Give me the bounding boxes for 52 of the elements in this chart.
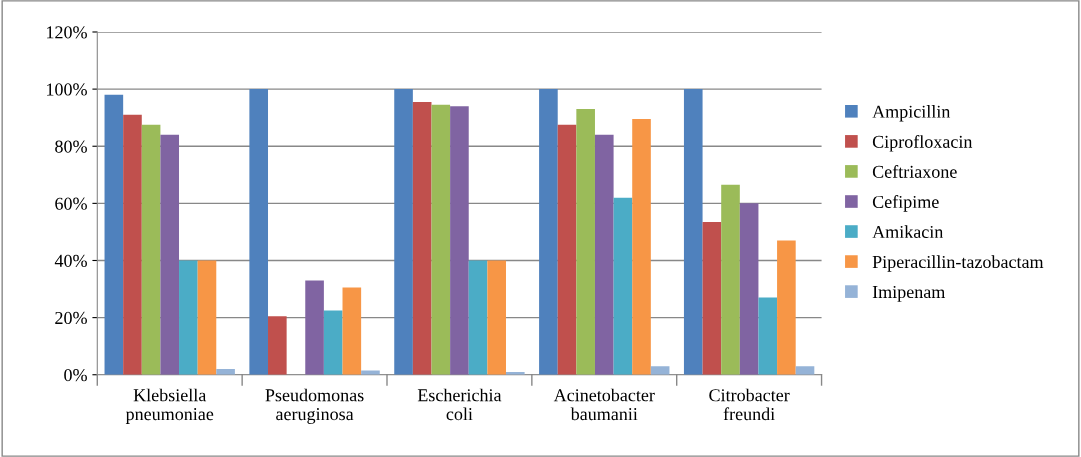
y-tick-label: 100%	[47, 83, 87, 96]
bar	[613, 197, 633, 375]
bar	[739, 203, 759, 375]
bar	[450, 106, 469, 375]
legend-label: Amikacin	[872, 225, 944, 239]
legend-label: Cefipime	[872, 195, 939, 212]
bar	[123, 114, 142, 375]
bar	[216, 369, 235, 375]
bar	[160, 134, 180, 375]
y-tick-label: 60%	[55, 197, 87, 210]
bar	[268, 316, 287, 375]
bar	[197, 260, 217, 375]
y-tick-label: 120%	[47, 26, 87, 39]
bar	[104, 94, 124, 375]
y-tick-label: 40%	[54, 254, 87, 267]
legend-label: Piperacillin-tazobactam	[872, 255, 1044, 272]
bar	[342, 287, 362, 375]
bar	[249, 89, 269, 375]
bar	[795, 366, 815, 375]
x-tick-label: Pseudomonas aeruginosa	[265, 388, 364, 424]
bar	[487, 260, 506, 375]
legend-label: Ciprofloxacin	[872, 135, 973, 152]
bar	[323, 310, 343, 375]
bar	[141, 124, 161, 375]
bar	[305, 280, 324, 375]
x-tick-label: Citrobacter freundi	[709, 388, 790, 421]
bar	[632, 119, 651, 375]
bar	[576, 109, 595, 375]
legend-label: Imipenam	[872, 285, 946, 302]
bar	[683, 89, 703, 375]
y-tick-label: 80%	[55, 140, 87, 153]
x-tick-label: Acinetobacter baumanii	[553, 388, 655, 421]
bar	[721, 184, 740, 375]
bar	[431, 104, 451, 375]
bar	[179, 260, 198, 375]
y-tick-label: 20%	[55, 311, 87, 325]
bar	[758, 297, 778, 375]
bar	[594, 134, 614, 375]
bar	[412, 101, 432, 375]
x-tick-label: Klebsiella pneumoniae	[125, 388, 214, 424]
legend-label: Ceftriaxone	[872, 165, 957, 178]
bar	[702, 221, 722, 375]
legend-label: Ampicillin	[872, 105, 951, 122]
y-tick-label: 0%	[64, 369, 87, 382]
bar	[557, 124, 577, 375]
bar	[468, 260, 488, 375]
bar	[361, 370, 380, 375]
bar	[650, 366, 670, 375]
bar	[394, 89, 413, 375]
bar	[777, 240, 796, 375]
bar	[539, 89, 558, 375]
x-tick-label: Escherichia coli	[417, 388, 502, 421]
